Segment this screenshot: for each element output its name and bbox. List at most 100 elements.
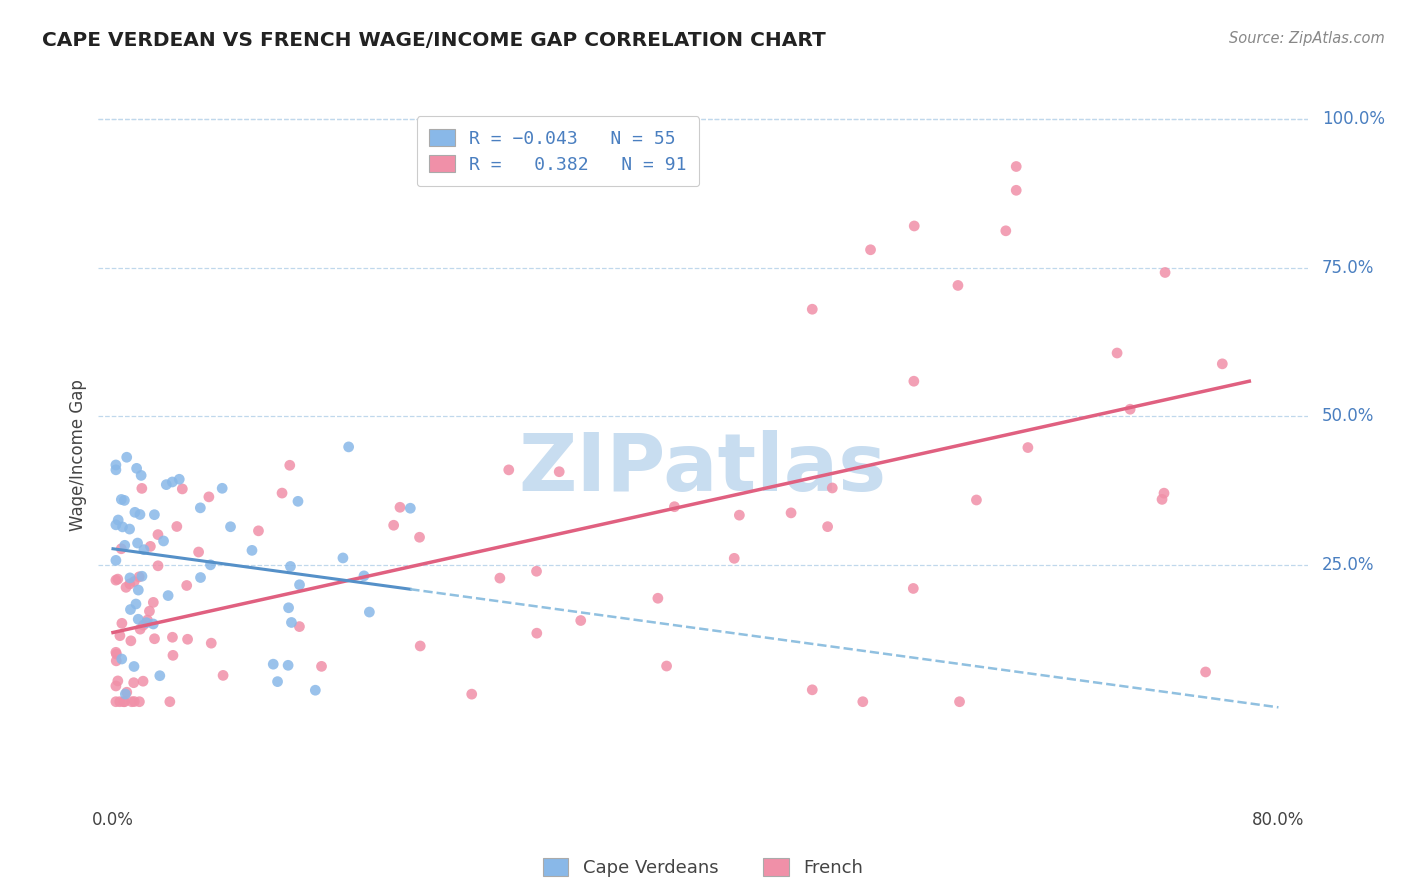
Point (120, 633, 142, 648)
Point (287, 494, 309, 508)
Legend: Cape Verdeans, French: Cape Verdeans, French (536, 851, 870, 884)
Point (132, 674, 155, 689)
Point (288, 578, 311, 592)
Point (994, 224, 1017, 238)
Point (461, 687, 484, 701)
Point (143, 508, 166, 522)
Point (280, 615, 302, 630)
Point (131, 569, 153, 583)
Point (337, 440, 360, 454)
Point (107, 513, 129, 527)
Point (1150, 492, 1173, 507)
Point (1194, 665, 1216, 679)
Point (114, 695, 136, 709)
Point (104, 463, 127, 477)
Point (188, 500, 211, 515)
Point (1107, 346, 1129, 360)
Point (965, 493, 987, 508)
Point (266, 674, 288, 689)
Point (111, 652, 134, 666)
Point (167, 472, 190, 486)
Point (122, 694, 145, 708)
Point (1154, 265, 1177, 279)
Point (409, 639, 432, 653)
Point (120, 602, 142, 616)
Point (166, 519, 188, 533)
Point (111, 616, 134, 631)
Text: 25.0%: 25.0% (1322, 556, 1375, 574)
Point (353, 569, 375, 583)
Point (128, 695, 150, 709)
Point (118, 522, 141, 536)
Point (1119, 402, 1142, 417)
Point (155, 477, 177, 491)
Point (162, 475, 184, 489)
Point (115, 450, 138, 465)
Point (122, 675, 145, 690)
Point (821, 481, 844, 495)
Point (142, 617, 165, 632)
Point (104, 553, 127, 567)
Point (489, 571, 512, 585)
Point (111, 520, 134, 534)
Point (817, 519, 839, 533)
Point (104, 458, 127, 472)
Point (157, 589, 180, 603)
Point (247, 524, 270, 538)
Point (200, 636, 222, 650)
Point (903, 582, 925, 596)
Text: 100.0%: 100.0% (1322, 110, 1385, 128)
Point (1017, 441, 1039, 455)
Point (262, 657, 284, 672)
Point (104, 695, 127, 709)
Point (903, 219, 925, 233)
Point (136, 613, 159, 627)
Point (277, 600, 299, 615)
Point (129, 508, 152, 522)
Point (198, 490, 221, 504)
Point (131, 482, 153, 496)
Point (110, 541, 132, 556)
Point (288, 619, 311, 633)
Point (304, 683, 326, 698)
Text: Source: ZipAtlas.com: Source: ZipAtlas.com (1229, 31, 1385, 46)
Point (107, 572, 129, 586)
Point (110, 492, 132, 507)
Point (903, 374, 925, 388)
Point (108, 695, 131, 709)
Point (128, 570, 150, 584)
Point (125, 597, 148, 611)
Point (122, 659, 145, 673)
Point (946, 278, 969, 293)
Point (107, 673, 129, 688)
Point (162, 630, 184, 644)
Point (129, 622, 152, 636)
Point (132, 618, 155, 632)
Point (127, 536, 149, 550)
Text: CAPE VERDEAN VS FRENCH WAGE/INCOME GAP CORRELATION CHART: CAPE VERDEAN VS FRENCH WAGE/INCOME GAP C… (42, 31, 825, 50)
Point (526, 564, 548, 578)
Point (664, 500, 686, 514)
Point (280, 559, 302, 574)
Point (332, 551, 354, 566)
Point (859, 243, 882, 257)
Point (240, 543, 263, 558)
Point (278, 458, 301, 473)
Point (176, 632, 198, 647)
Point (122, 574, 145, 589)
Point (143, 632, 166, 646)
Point (132, 542, 155, 557)
Point (172, 482, 194, 496)
Point (127, 612, 149, 626)
Point (801, 302, 824, 317)
Point (124, 505, 146, 519)
Point (104, 679, 127, 693)
Point (105, 654, 128, 668)
Point (139, 540, 162, 554)
Point (190, 570, 212, 584)
Point (146, 527, 169, 541)
Point (114, 687, 136, 701)
Point (127, 583, 149, 598)
Point (728, 508, 751, 523)
Point (548, 465, 571, 479)
